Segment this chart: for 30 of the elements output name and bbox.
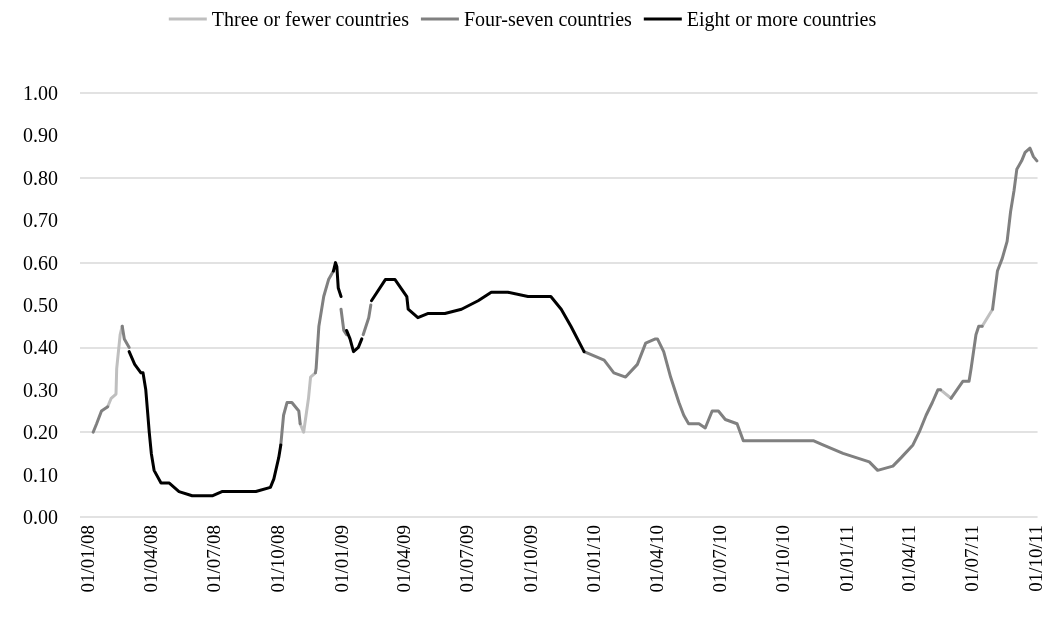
x-tick-label: 01/01/11 — [835, 525, 857, 592]
x-tick-label: 01/04/11 — [898, 525, 920, 592]
x-tick-label: 01/04/08 — [140, 525, 162, 593]
y-tick-label: 0.90 — [23, 124, 58, 147]
x-tick-label: 01/04/10 — [645, 525, 667, 593]
y-tick-label: 0.70 — [23, 209, 58, 232]
x-tick-label: 01/01/08 — [77, 525, 99, 593]
x-tick-label: 01/01/10 — [583, 525, 605, 593]
x-tick-label: 01/07/08 — [203, 525, 225, 593]
x-tick-label: 01/10/08 — [266, 525, 288, 593]
x-tick-label: 01/07/10 — [708, 525, 730, 593]
x-tick-label: 01/10/09 — [519, 525, 541, 593]
y-tick-label: 1.00 — [23, 82, 58, 104]
x-tick-label: 01/10/11 — [1025, 525, 1045, 592]
x-tick-label: 01/01/09 — [330, 525, 352, 593]
y-tick-label: 0.80 — [23, 166, 58, 189]
x-tick-label: 01/07/09 — [455, 525, 477, 593]
y-tick-label: 0.20 — [23, 421, 58, 444]
x-tick-label: 01/07/11 — [961, 525, 983, 592]
legend-label: Three or fewer countries — [211, 8, 410, 30]
x-tick-label: 01/04/09 — [392, 525, 414, 593]
y-tick-label: 0.50 — [23, 294, 58, 316]
x-tick-label: 01/10/10 — [772, 525, 794, 593]
legend-label: Four-seven countries — [463, 8, 633, 30]
y-tick-label: 0.10 — [23, 463, 58, 486]
y-tick-label: 0.30 — [23, 378, 58, 401]
y-tick-label: 0.40 — [23, 336, 58, 359]
y-tick-label: 0.60 — [23, 251, 58, 274]
legend-label: Eight or more countries — [686, 8, 877, 31]
y-tick-label: 0.00 — [23, 506, 58, 528]
